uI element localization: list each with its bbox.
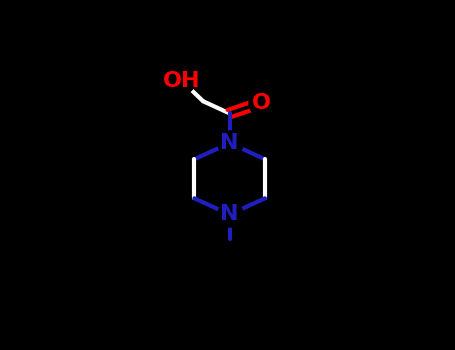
- Text: O: O: [252, 93, 271, 113]
- Text: OH: OH: [163, 71, 201, 91]
- Text: N: N: [220, 204, 239, 224]
- Text: N: N: [220, 133, 239, 153]
